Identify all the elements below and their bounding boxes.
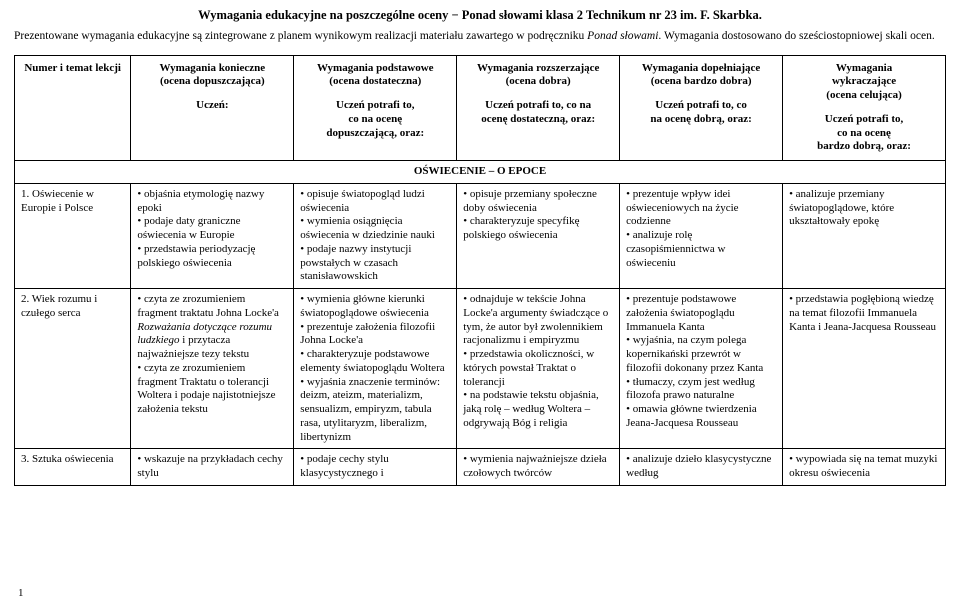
intro-text-1: Prezentowane wymagania edukacyjne są zin… xyxy=(14,30,587,42)
cell-text: • prezentuje podstawowe założenia świato… xyxy=(626,293,776,431)
cell-c2: • podaje cechy stylu klasycystycznego i xyxy=(294,449,457,486)
header-konieczne: Wymagania konieczne (ocena dopuszczająca… xyxy=(131,55,294,161)
header-rozszerzajace-title: Wymagania rozszerzające (ocena dobra) xyxy=(463,62,613,90)
lesson-label: 1. Oświecenie w Europie i Polsce xyxy=(21,188,124,216)
table-row: 2. Wiek rozumu i czułego serca • czyta z… xyxy=(15,289,946,449)
header-rozszerzajace: Wymagania rozszerzające (ocena dobra) Uc… xyxy=(457,55,620,161)
cell-lesson: 2. Wiek rozumu i czułego serca xyxy=(15,289,131,449)
cell-c3: • wymienia najważniejsze dzieła czołowyc… xyxy=(457,449,620,486)
header-podstawowe-sub: Uczeń potrafi to, co na ocenę dopuszczaj… xyxy=(300,99,450,140)
cell-c1: • objaśnia etymologię nazwy epoki • poda… xyxy=(131,183,294,288)
cell-lesson: 1. Oświecenie w Europie i Polsce xyxy=(15,183,131,288)
lesson-label: 3. Sztuka oświecenia xyxy=(21,453,124,467)
cell-text: • czyta ze zrozumieniem fragment traktat… xyxy=(137,293,287,417)
intro-text-2: . Wymagania dostosowano do sześciostopni… xyxy=(658,30,934,42)
cell-c1: • wskazuje na przykładach cechy stylu xyxy=(131,449,294,486)
cell-text: • wymienia najważniejsze dzieła czołowyc… xyxy=(463,453,613,481)
table-header-row: Numer i temat lekcji Wymagania konieczne… xyxy=(15,55,946,161)
header-rozszerzajace-sub: Uczeń potrafi to, co na ocenę dostateczn… xyxy=(463,99,613,127)
cell-c5: • wypowiada się na temat muzyki okresu o… xyxy=(783,449,946,486)
cell-c4: • prezentuje wpływ idei oświeceniowych n… xyxy=(620,183,783,288)
intro-paragraph: Prezentowane wymagania edukacyjne są zin… xyxy=(14,29,946,45)
header-dopelniajace-title: Wymagania dopełniające (ocena bardzo dob… xyxy=(626,62,776,90)
header-podstawowe: Wymagania podstawowe (ocena dostateczna)… xyxy=(294,55,457,161)
cell-text: • prezentuje wpływ idei oświeceniowych n… xyxy=(626,188,776,271)
header-konieczne-title: Wymagania konieczne (ocena dopuszczająca… xyxy=(137,62,287,90)
cell-text: • opisuje światopogląd ludzi oświecenia … xyxy=(300,188,450,284)
header-wykraczajace-sub: Uczeń potrafi to, co na ocenę bardzo dob… xyxy=(789,113,939,154)
cell-text: • wymienia główne kierunki światopoglądo… xyxy=(300,293,450,444)
cell-c4: • analizuje dzieło klasycystyczne według xyxy=(620,449,783,486)
page-number: 1 xyxy=(18,587,24,599)
cell-c5: • przedstawia pogłębioną wiedzę na temat… xyxy=(783,289,946,449)
cell-text: • podaje cechy stylu klasycystycznego i xyxy=(300,453,450,481)
cell-c3: • odnajduje w tekście Johna Locke'a argu… xyxy=(457,289,620,449)
header-wykraczajace-title: Wymagania wykraczające (ocena celująca) xyxy=(789,62,939,103)
intro-italic: Ponad słowami xyxy=(587,30,658,42)
cell-lesson: 3. Sztuka oświecenia xyxy=(15,449,131,486)
header-dopelniajace: Wymagania dopełniające (ocena bardzo dob… xyxy=(620,55,783,161)
cell-text: • wskazuje na przykładach cechy stylu xyxy=(137,453,287,481)
requirements-table: Numer i temat lekcji Wymagania konieczne… xyxy=(14,55,946,486)
document-title: Wymagania edukacyjne na poszczególne oce… xyxy=(14,8,946,23)
cell-c1: • czyta ze zrozumieniem fragment traktat… xyxy=(131,289,294,449)
section-title-cell: OŚWIECENIE – O EPOCE xyxy=(15,161,946,184)
cell-text: • odnajduje w tekście Johna Locke'a argu… xyxy=(463,293,613,431)
header-dopelniajace-sub: Uczeń potrafi to, co na ocenę dobrą, ora… xyxy=(626,99,776,127)
table-row: 3. Sztuka oświecenia • wskazuje na przyk… xyxy=(15,449,946,486)
header-lesson-title: Numer i temat lekcji xyxy=(21,62,124,76)
lesson-label: 2. Wiek rozumu i czułego serca xyxy=(21,293,124,321)
header-podstawowe-title: Wymagania podstawowe (ocena dostateczna) xyxy=(300,62,450,90)
cell-text: • przedstawia pogłębioną wiedzę na temat… xyxy=(789,293,939,334)
header-lesson: Numer i temat lekcji xyxy=(15,55,131,161)
cell-c4: • prezentuje podstawowe założenia świato… xyxy=(620,289,783,449)
header-wykraczajace: Wymagania wykraczające (ocena celująca) … xyxy=(783,55,946,161)
cell-text: • wypowiada się na temat muzyki okresu o… xyxy=(789,453,939,481)
table-row: 1. Oświecenie w Europie i Polsce • objaś… xyxy=(15,183,946,288)
cell-text: • analizuje dzieło klasycystyczne według xyxy=(626,453,776,481)
cell-text: • objaśnia etymologię nazwy epoki • poda… xyxy=(137,188,287,271)
cell-c2: • wymienia główne kierunki światopoglądo… xyxy=(294,289,457,449)
cell-text: • opisuje przemiany społeczne doby oświe… xyxy=(463,188,613,243)
cell-c2: • opisuje światopogląd ludzi oświecenia … xyxy=(294,183,457,288)
cell-c3: • opisuje przemiany społeczne doby oświe… xyxy=(457,183,620,288)
header-konieczne-sub: Uczeń: xyxy=(137,99,287,113)
cell-c5: • analizuje przemiany światopoglądowe, k… xyxy=(783,183,946,288)
cell-text: • analizuje przemiany światopoglądowe, k… xyxy=(789,188,939,229)
section-row: OŚWIECENIE – O EPOCE xyxy=(15,161,946,184)
